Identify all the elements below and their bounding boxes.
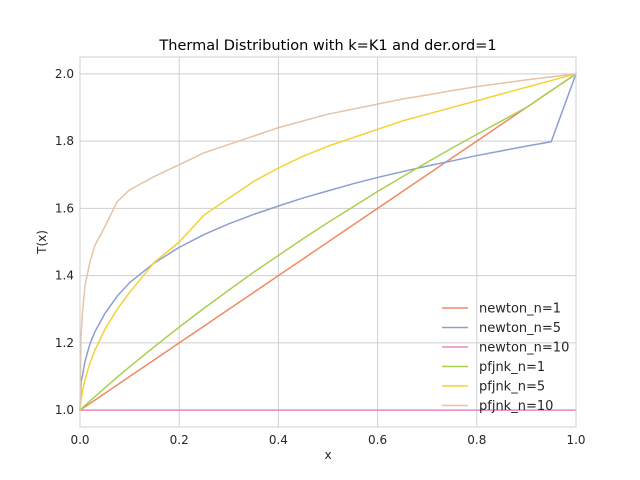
series-line-pfjnk-n-5 xyxy=(79,73,577,411)
legend-label: pfjnk_n=1 xyxy=(479,360,545,375)
x-tick-label: 0.4 xyxy=(269,433,288,447)
x-tick-label: 0.0 xyxy=(70,433,89,447)
x-axis-label: x xyxy=(324,448,331,462)
plot-area xyxy=(79,73,577,411)
y-tick-label: 1.0 xyxy=(55,403,74,417)
y-axis-ticks: 1.0 1.2 1.4 1.6 1.8 2.0 xyxy=(55,67,74,417)
y-tick-label: 1.2 xyxy=(55,336,74,350)
x-tick-label: 0.2 xyxy=(170,433,189,447)
series-line-newton-n-1 xyxy=(79,73,577,411)
legend-label: newton_n=1 xyxy=(479,302,561,317)
x-tick-label: 1.0 xyxy=(566,433,585,447)
y-tick-label: 1.6 xyxy=(55,201,74,215)
y-axis-label: T(x) xyxy=(35,230,49,255)
x-tick-label: 0.6 xyxy=(368,433,387,447)
x-axis-ticks: 0.0 0.2 0.4 0.6 0.8 1.0 xyxy=(70,433,585,447)
legend-label: newton_n=10 xyxy=(479,341,569,356)
x-tick-label: 0.8 xyxy=(467,433,486,447)
series-line-newton-n-5 xyxy=(79,73,577,411)
legend-label: newton_n=5 xyxy=(479,321,561,336)
legend: newton_n=1 newton_n=5 newton_n=10 pfjnk_n=1… xyxy=(442,302,569,414)
series-line-pfjnk-n-10 xyxy=(79,73,577,411)
series-line-pfjnk-n-1 xyxy=(79,73,577,411)
y-tick-label: 1.8 xyxy=(55,134,74,148)
y-tick-label: 2.0 xyxy=(55,67,74,81)
chart-title: Thermal Distribution with k=K1 and der.o… xyxy=(158,38,496,54)
legend-label: pfjnk_n=5 xyxy=(479,380,545,395)
y-tick-label: 1.4 xyxy=(55,269,74,283)
plot-frame xyxy=(79,56,577,428)
legend-label: pfjnk_n=10 xyxy=(479,399,553,414)
